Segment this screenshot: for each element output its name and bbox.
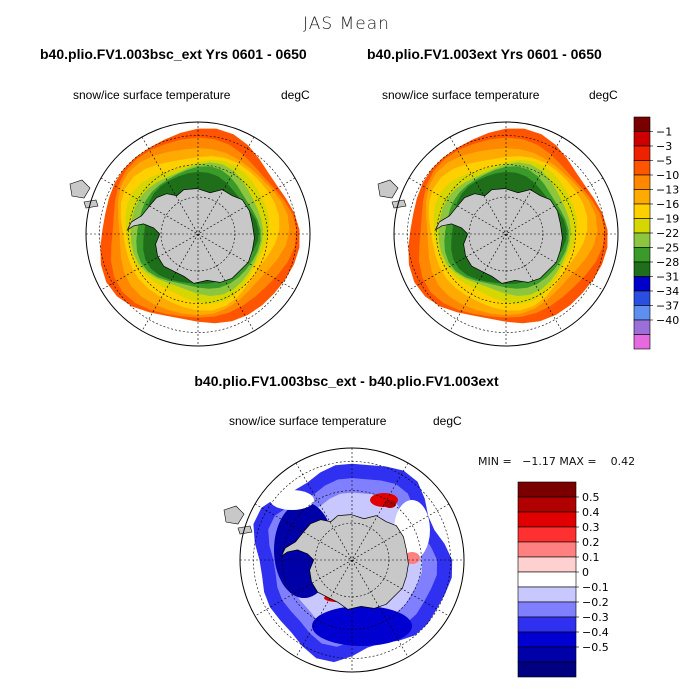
colorbar-swatch	[633, 131, 651, 147]
colorbar-label: −19	[656, 213, 679, 226]
colorbar-swatch	[633, 247, 651, 263]
colorbar-label: −1	[656, 126, 672, 139]
left-variable-label: snow/ice surface temperature	[73, 88, 231, 102]
colorbar-label: 0.5	[582, 491, 600, 504]
map-boundary	[393, 121, 619, 347]
difference-polar-map	[223, 447, 465, 673]
colorbar-label: −40	[656, 314, 679, 327]
difference-colorbar: 0.5 0.4 0.3 0.2 0.1 0 −0.1 −0.2 −0.3 −0.4 −0.5	[517, 481, 609, 678]
colorbar-swatch	[633, 305, 651, 321]
left-units-label: degC	[281, 88, 310, 102]
colorbar-label: −0.4	[582, 626, 609, 639]
colorbar-swatch	[633, 203, 651, 219]
left-polar-map	[69, 121, 311, 347]
colorbar-swatch	[633, 319, 651, 335]
colorbar-label: 0.4	[582, 506, 600, 519]
colorbar-swatch	[633, 276, 651, 292]
right-panel-title: b40.plio.FV1.003ext Yrs 0601 - 0650	[367, 46, 602, 62]
colorbar-swatch	[517, 601, 577, 618]
colorbar-swatch	[517, 631, 577, 648]
graticule	[240, 448, 464, 672]
min-max-readout: MIN = −1.17 MAX = 0.42	[478, 455, 636, 468]
island-landmass	[83, 199, 99, 209]
antarctica-landmass	[126, 188, 255, 284]
colorbar-swatch	[633, 334, 651, 350]
colorbar-swatch	[633, 218, 651, 234]
colorbar-label: −0.1	[582, 581, 609, 594]
main-title: JAS Mean	[303, 14, 390, 34]
diff-variable-label: snow/ice surface temperature	[229, 414, 387, 428]
colorbar-label: 0.3	[582, 521, 600, 534]
colorbar-label: −3	[656, 140, 672, 153]
colorbar-label: 0.2	[582, 536, 600, 549]
colorbar-label: −0.3	[582, 611, 609, 624]
colorbar-label: −25	[656, 242, 679, 255]
right-variable-label: snow/ice surface temperature	[382, 88, 540, 102]
colorbar-label: −0.2	[582, 596, 609, 609]
near-zero-region	[270, 490, 314, 510]
colorbar-swatch	[517, 526, 577, 543]
colorbar-label: 0.1	[582, 551, 600, 564]
south-america-landmass	[223, 505, 245, 525]
positive-difference-region	[384, 500, 396, 508]
colorbar-swatch	[633, 189, 651, 205]
right-units-label: degC	[589, 88, 618, 102]
colorbar-swatch	[633, 174, 651, 190]
colorbar-swatch	[517, 571, 577, 588]
colorbar-swatch	[517, 586, 577, 603]
colorbar-label: −22	[656, 227, 679, 240]
colorbar-label: −5	[656, 155, 672, 168]
island-landmass	[237, 525, 253, 535]
colorbar-label: −10	[656, 169, 679, 182]
colorbar-label: −37	[656, 300, 679, 313]
colorbar-swatch	[633, 232, 651, 248]
difference-panel-title: b40.plio.FV1.003bsc_ext - b40.plio.FV1.0…	[194, 373, 499, 389]
colorbar-swatch	[517, 556, 577, 573]
graticule	[394, 122, 618, 346]
colorbar-swatch	[633, 145, 651, 161]
colorbar-label: 0	[582, 566, 589, 579]
colorbar-label: −28	[656, 256, 679, 269]
map-boundary	[239, 447, 465, 673]
left-panel-title: b40.plio.FV1.003bsc_ext Yrs 0601 - 0650	[40, 46, 307, 62]
colorbar-label: −31	[656, 271, 679, 284]
temperature-colorbar: −1−3 −5−10 −13−16 −19−22 −25−28 −31−34 −37−40	[633, 116, 679, 350]
right-polar-map	[377, 121, 619, 347]
antarctica-landmass	[434, 188, 563, 284]
map-boundary	[85, 121, 311, 347]
colorbar-swatch	[633, 116, 651, 132]
south-america-landmass	[377, 179, 399, 199]
colorbar-label: −34	[656, 285, 679, 298]
graticule	[86, 122, 310, 346]
colorbar-swatch	[633, 261, 651, 277]
island-landmass	[391, 199, 407, 209]
colorbar-swatch	[517, 646, 577, 663]
colorbar-label: −16	[656, 198, 679, 211]
colorbar-swatch	[633, 160, 651, 176]
colorbar-swatch	[517, 541, 577, 558]
colorbar-label: −13	[656, 184, 679, 197]
south-america-landmass	[69, 179, 91, 199]
colorbar-swatch	[517, 511, 577, 528]
colorbar-swatch	[517, 661, 577, 678]
colorbar-swatch	[633, 290, 651, 306]
colorbar-label: −0.5	[582, 641, 609, 654]
colorbar-swatch	[517, 616, 577, 633]
antarctica-landmass	[280, 514, 409, 610]
colorbar-swatch	[517, 481, 577, 498]
strong-negative-region	[312, 606, 412, 646]
colorbar-swatch	[517, 496, 577, 513]
diff-units-label: degC	[433, 414, 462, 428]
